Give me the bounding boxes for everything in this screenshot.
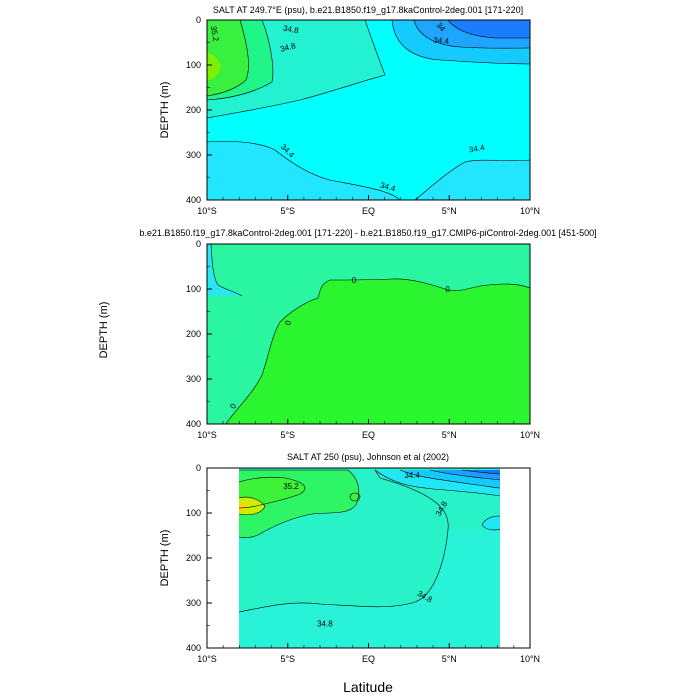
panel-1-y-tick-label: 200	[186, 105, 201, 115]
panel-1-contour-35-0	[207, 20, 274, 101]
panel-1-field	[207, 20, 530, 200]
panel-3-contour-34-0	[461, 469, 500, 475]
panel-1-contour-label: 34.4	[433, 36, 450, 46]
panel-2-x-tick-label: EQ	[362, 430, 375, 440]
panel-1-fill-33-8	[448, 20, 530, 38]
panel-1-x-tick-label: 10°N	[520, 206, 540, 216]
panel-1-x-tick-label: 5°N	[442, 206, 457, 216]
panel-2-contour-label: 0	[228, 402, 238, 411]
panel-1-contour-label: 34.8	[279, 41, 297, 54]
panel-1-x-tick-label: EQ	[362, 206, 375, 216]
x-axis-label: Latitude	[343, 679, 393, 695]
panel-3-x-axis: 10°S 5°S EQ 5°N 10°N	[197, 643, 540, 664]
panel-2-x-tick-label: 10°S	[197, 430, 217, 440]
panel-1-y-tick-label: 400	[186, 195, 201, 205]
panel-3-field	[239, 468, 500, 648]
panel-1-contour-34-8	[207, 20, 386, 119]
panel-3-x-tick-label: 10°N	[520, 654, 540, 664]
panel-2-title: b.e21.B1850.f19_g17.8kaControl-2deg.001 …	[139, 228, 596, 238]
panel-2-y-tick-label: 100	[186, 284, 201, 294]
panel-1-fill-35-4	[207, 52, 221, 80]
panel-3-y-label: DEPTH (m)	[159, 530, 171, 587]
panel-2-contour-label: 0	[283, 319, 293, 327]
panel-2-difference: b.e21.B1850.f19_g17.8kaControl-2deg.001 …	[98, 228, 597, 440]
panel-3-contour-label: 34.8	[317, 619, 333, 628]
panel-2-fill-negative	[207, 244, 242, 296]
panel-3-contour-34-6	[374, 469, 500, 497]
panel-3-y-tick-label: 400	[186, 643, 201, 653]
panel-3-contour-34-4	[399, 469, 500, 489]
panel-2-contour-labels: 0 0 0 0	[228, 276, 450, 410]
panel-2-contour-label: 0	[445, 285, 450, 294]
panel-1-contour-34-4	[391, 20, 530, 65]
panel-3-contour-label: 35.2	[283, 482, 299, 491]
panel-3-fill-35-4	[239, 497, 265, 515]
panel-3-x-tick-label: EQ	[362, 654, 375, 664]
panel-2-y-tick-label: 400	[186, 419, 201, 429]
panel-2-field	[207, 244, 530, 424]
panel-1-contour-35-2	[207, 20, 249, 97]
panel-1-y-tick-label: 0	[196, 15, 201, 25]
panel-1-title: SALT AT 249.7°E (psu), b.e21.B1850.f19_g…	[213, 5, 523, 15]
panel-3-contour-35-0	[239, 469, 360, 538]
panel-1-contour-label: 34.4	[379, 181, 397, 194]
panel-2-y-tick-label: 200	[186, 329, 201, 339]
panel-1-y-tick-label: 300	[186, 150, 201, 160]
panel-3-eddy-north	[482, 516, 500, 530]
panel-3-observed-salinity: SALT AT 250 (psu), Johnson et al (2002)	[159, 452, 540, 664]
panel-3-y-tick-label: 300	[186, 598, 201, 608]
panel-1-x-axis: 10°S 5°S EQ 5°N 10°N	[197, 195, 540, 216]
panel-3-y-tick-label: 200	[186, 553, 201, 563]
panel-2-contour-label: 0	[352, 276, 357, 285]
panel-1-y-axis: 0 100 200 300 400	[186, 15, 212, 205]
panel-3-x-tick-label: 5°N	[442, 654, 457, 664]
panel-2-y-label: DEPTH (m)	[98, 302, 110, 359]
panel-3-fill-deep	[239, 530, 500, 648]
panel-2-x-tick-label: 5°S	[280, 430, 295, 440]
panel-2-y-tick-label: 300	[186, 374, 201, 384]
panel-1-y-tick-label: 100	[186, 60, 201, 70]
panel-1-fill-deep-south	[207, 141, 400, 200]
panel-2-x-tick-label: 5°N	[442, 430, 457, 440]
panel-3-contour-34-8	[239, 469, 449, 613]
panel-3-fill-35-6	[239, 502, 248, 511]
panel-1-x-tick-label: 5°S	[280, 206, 295, 216]
panel-1-contour-label: 35.2	[209, 25, 221, 42]
panel-3-x-tick-label: 5°S	[280, 654, 295, 664]
panel-1-contour-deep-south	[207, 140, 401, 200]
panel-3-x-tick-label: 10°S	[197, 654, 217, 664]
panel-3-contour-34-2	[429, 469, 500, 481]
panel-2-contour-zero	[225, 278, 530, 424]
panel-2-y-tick-label: 0	[196, 239, 201, 249]
panel-1-contour-label: 34.8	[282, 24, 299, 36]
panel-3-y-tick-label: 0	[196, 463, 201, 473]
panel-2-y-axis: 0 100 200 300 400	[186, 239, 212, 429]
panel-1-contour-label: 34.4	[468, 143, 485, 155]
panel-2-contour-zero-wall	[210, 244, 243, 297]
panel-1-fill-35-2	[207, 20, 249, 96]
panel-3-contour-35-2	[239, 476, 306, 509]
panel-3-contour-eddy-equator	[349, 492, 361, 502]
panel-2-x-tick-label: 10°N	[520, 430, 540, 440]
panel-3-y-tick-label: 100	[186, 508, 201, 518]
panel-2-fill-positive	[226, 278, 530, 424]
panel-1-y-label: DEPTH (m)	[159, 82, 171, 139]
panel-3-y-axis: 0 100 200 300 400	[186, 463, 212, 653]
panel-1-x-tick-label: 10°S	[197, 206, 217, 216]
panel-1-fill-deep-north	[415, 160, 530, 200]
panel-1-contour-deep-north	[414, 159, 530, 200]
panel-3-contour-35-4	[239, 496, 266, 516]
panel-3-eddy-equator	[350, 493, 360, 501]
panel-3-title: SALT AT 250 (psu), Johnson et al (2002)	[287, 452, 449, 462]
panel-3-contour-label: 34.4	[404, 471, 420, 480]
panel-3-contour-eddy-north	[481, 515, 500, 531]
panel-1-contour-34-0	[447, 20, 530, 39]
panel-1-model-salinity: SALT AT 249.7°E (psu), b.e21.B1850.f19_g…	[159, 5, 540, 216]
panel-2-x-axis: 10°S 5°S EQ 5°N 10°N	[197, 419, 540, 440]
